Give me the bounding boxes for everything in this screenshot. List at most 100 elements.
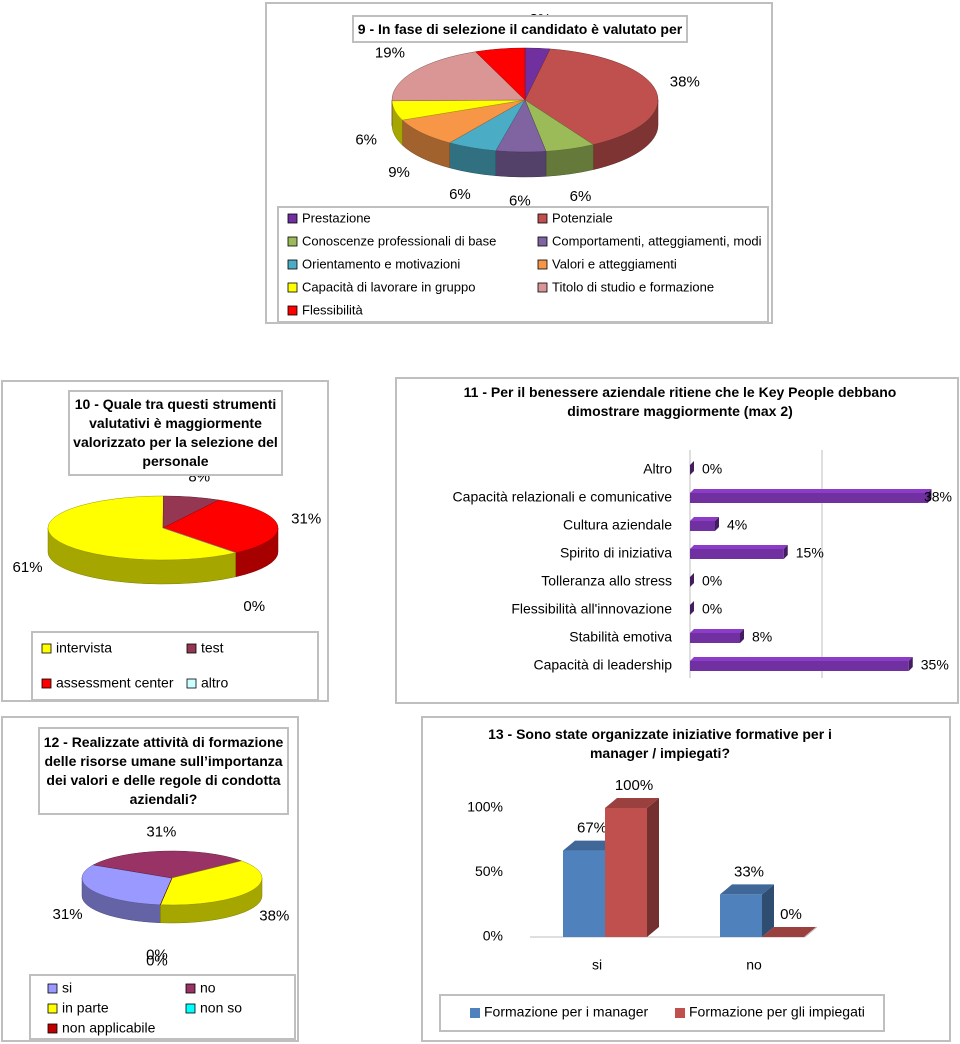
legend-swatch <box>537 282 548 293</box>
y-tick-label: 0% <box>483 928 503 944</box>
bar <box>690 549 784 559</box>
legend-swatch <box>287 213 298 224</box>
bar-top <box>690 545 788 549</box>
bar-side <box>762 884 774 937</box>
legend-label: Formazione per i manager <box>484 1004 649 1020</box>
bar <box>690 493 928 503</box>
legend-label: Comportamenti, atteggiamenti, modi <box>552 233 762 248</box>
value-label: 19% <box>375 45 405 62</box>
value-label: 38% <box>670 74 700 91</box>
bar <box>605 808 647 937</box>
value-label: 6% <box>355 132 377 149</box>
value-label: 9% <box>388 164 410 181</box>
value-label: 31% <box>53 906 83 923</box>
value-label: 38% <box>259 907 289 924</box>
legend-swatch <box>470 1008 480 1018</box>
legend-swatch <box>186 678 197 689</box>
legend-swatch <box>287 282 298 293</box>
bar-top <box>690 489 932 493</box>
panel <box>1 716 299 1042</box>
bar-top <box>563 840 617 851</box>
legend-swatch <box>47 1023 58 1034</box>
chart-title: 12 - Realizzate attività di formazione d… <box>38 727 289 815</box>
legend-label: test <box>201 640 224 656</box>
bar-top <box>690 657 913 661</box>
value-label: 0% <box>702 573 722 589</box>
slice <box>162 499 279 553</box>
bar <box>690 661 909 671</box>
legend-label: Formazione per gli impiegati <box>689 1004 865 1020</box>
y-tick-label: Altro <box>643 461 672 477</box>
legend-box <box>277 206 769 323</box>
slice <box>81 864 173 906</box>
value-label: 8% <box>752 629 772 645</box>
bar-end <box>908 657 913 671</box>
legend-label: Capacità di lavorare in gruppo <box>302 279 475 294</box>
legend-swatch <box>47 1003 58 1014</box>
slice-side <box>495 150 547 178</box>
value-label: 4% <box>727 517 747 533</box>
slice <box>160 860 263 906</box>
bar-side <box>647 798 659 937</box>
bar-end <box>690 573 694 587</box>
slice <box>475 47 526 101</box>
legend-swatch <box>185 1003 196 1014</box>
legend-label: intervista <box>56 640 112 656</box>
y-tick-label: 50% <box>475 863 503 879</box>
value-label: 0% <box>702 601 722 617</box>
legend-swatch <box>41 678 52 689</box>
value-label: 6% <box>509 192 531 209</box>
bar-top <box>720 884 774 895</box>
bar-top <box>690 629 744 633</box>
legend-label: Potenziale <box>552 210 613 225</box>
y-tick-label: Stabilità emotiva <box>569 629 672 645</box>
slice <box>391 51 526 102</box>
value-label: 67% <box>577 820 607 837</box>
legend-label: Valori e atteggiamenti <box>552 256 677 271</box>
bar-top <box>762 927 816 937</box>
value-label: 31% <box>291 511 321 528</box>
legend-swatch <box>537 213 548 224</box>
legend-label: non applicabile <box>62 1020 156 1036</box>
legend-swatch <box>47 983 58 994</box>
chart-title: 9 - In fase di selezione il candidato è … <box>352 15 688 43</box>
bar <box>720 894 762 937</box>
y-tick-label: 100% <box>467 799 503 815</box>
legend-label: Orientamento e motivazioni <box>302 256 460 271</box>
legend-swatch <box>537 236 548 247</box>
value-label: 0% <box>780 906 802 923</box>
legend-swatch <box>186 643 197 654</box>
value-label: 33% <box>734 863 764 880</box>
slice <box>92 850 243 879</box>
legend-label: assessment center <box>56 675 174 691</box>
slice <box>47 495 237 561</box>
bar-end <box>715 517 719 531</box>
bar-end <box>783 545 788 559</box>
legend-swatch <box>287 236 298 247</box>
legend-label: no <box>200 980 216 996</box>
legend-swatch <box>675 1008 685 1018</box>
legend-swatch <box>287 305 298 316</box>
bar-top <box>605 798 659 808</box>
value-label: 0% <box>146 952 168 969</box>
legend-swatch <box>287 259 298 270</box>
value-label: 0% <box>146 946 168 963</box>
value-label: 31% <box>146 823 176 840</box>
legend-box <box>31 631 319 701</box>
bar-top <box>690 517 719 521</box>
bar-end <box>690 601 694 615</box>
y-tick-label: Tolleranza allo stress <box>541 573 672 589</box>
panel <box>421 716 951 1042</box>
y-tick-label: Flessibilità all'innovazione <box>511 601 672 617</box>
value-label: 100% <box>615 777 653 794</box>
legend-swatch <box>537 259 548 270</box>
legend-swatch <box>41 643 52 654</box>
value-label: 15% <box>796 545 824 561</box>
chart-title: 11 - Per il benessere aziendale ritiene … <box>463 384 897 419</box>
x-tick-label: si <box>592 957 602 973</box>
y-tick-label: Capacità di leadership <box>533 657 672 673</box>
bar <box>690 521 715 531</box>
chart-title: 10 - Quale tra questi strumenti valutati… <box>68 390 283 476</box>
